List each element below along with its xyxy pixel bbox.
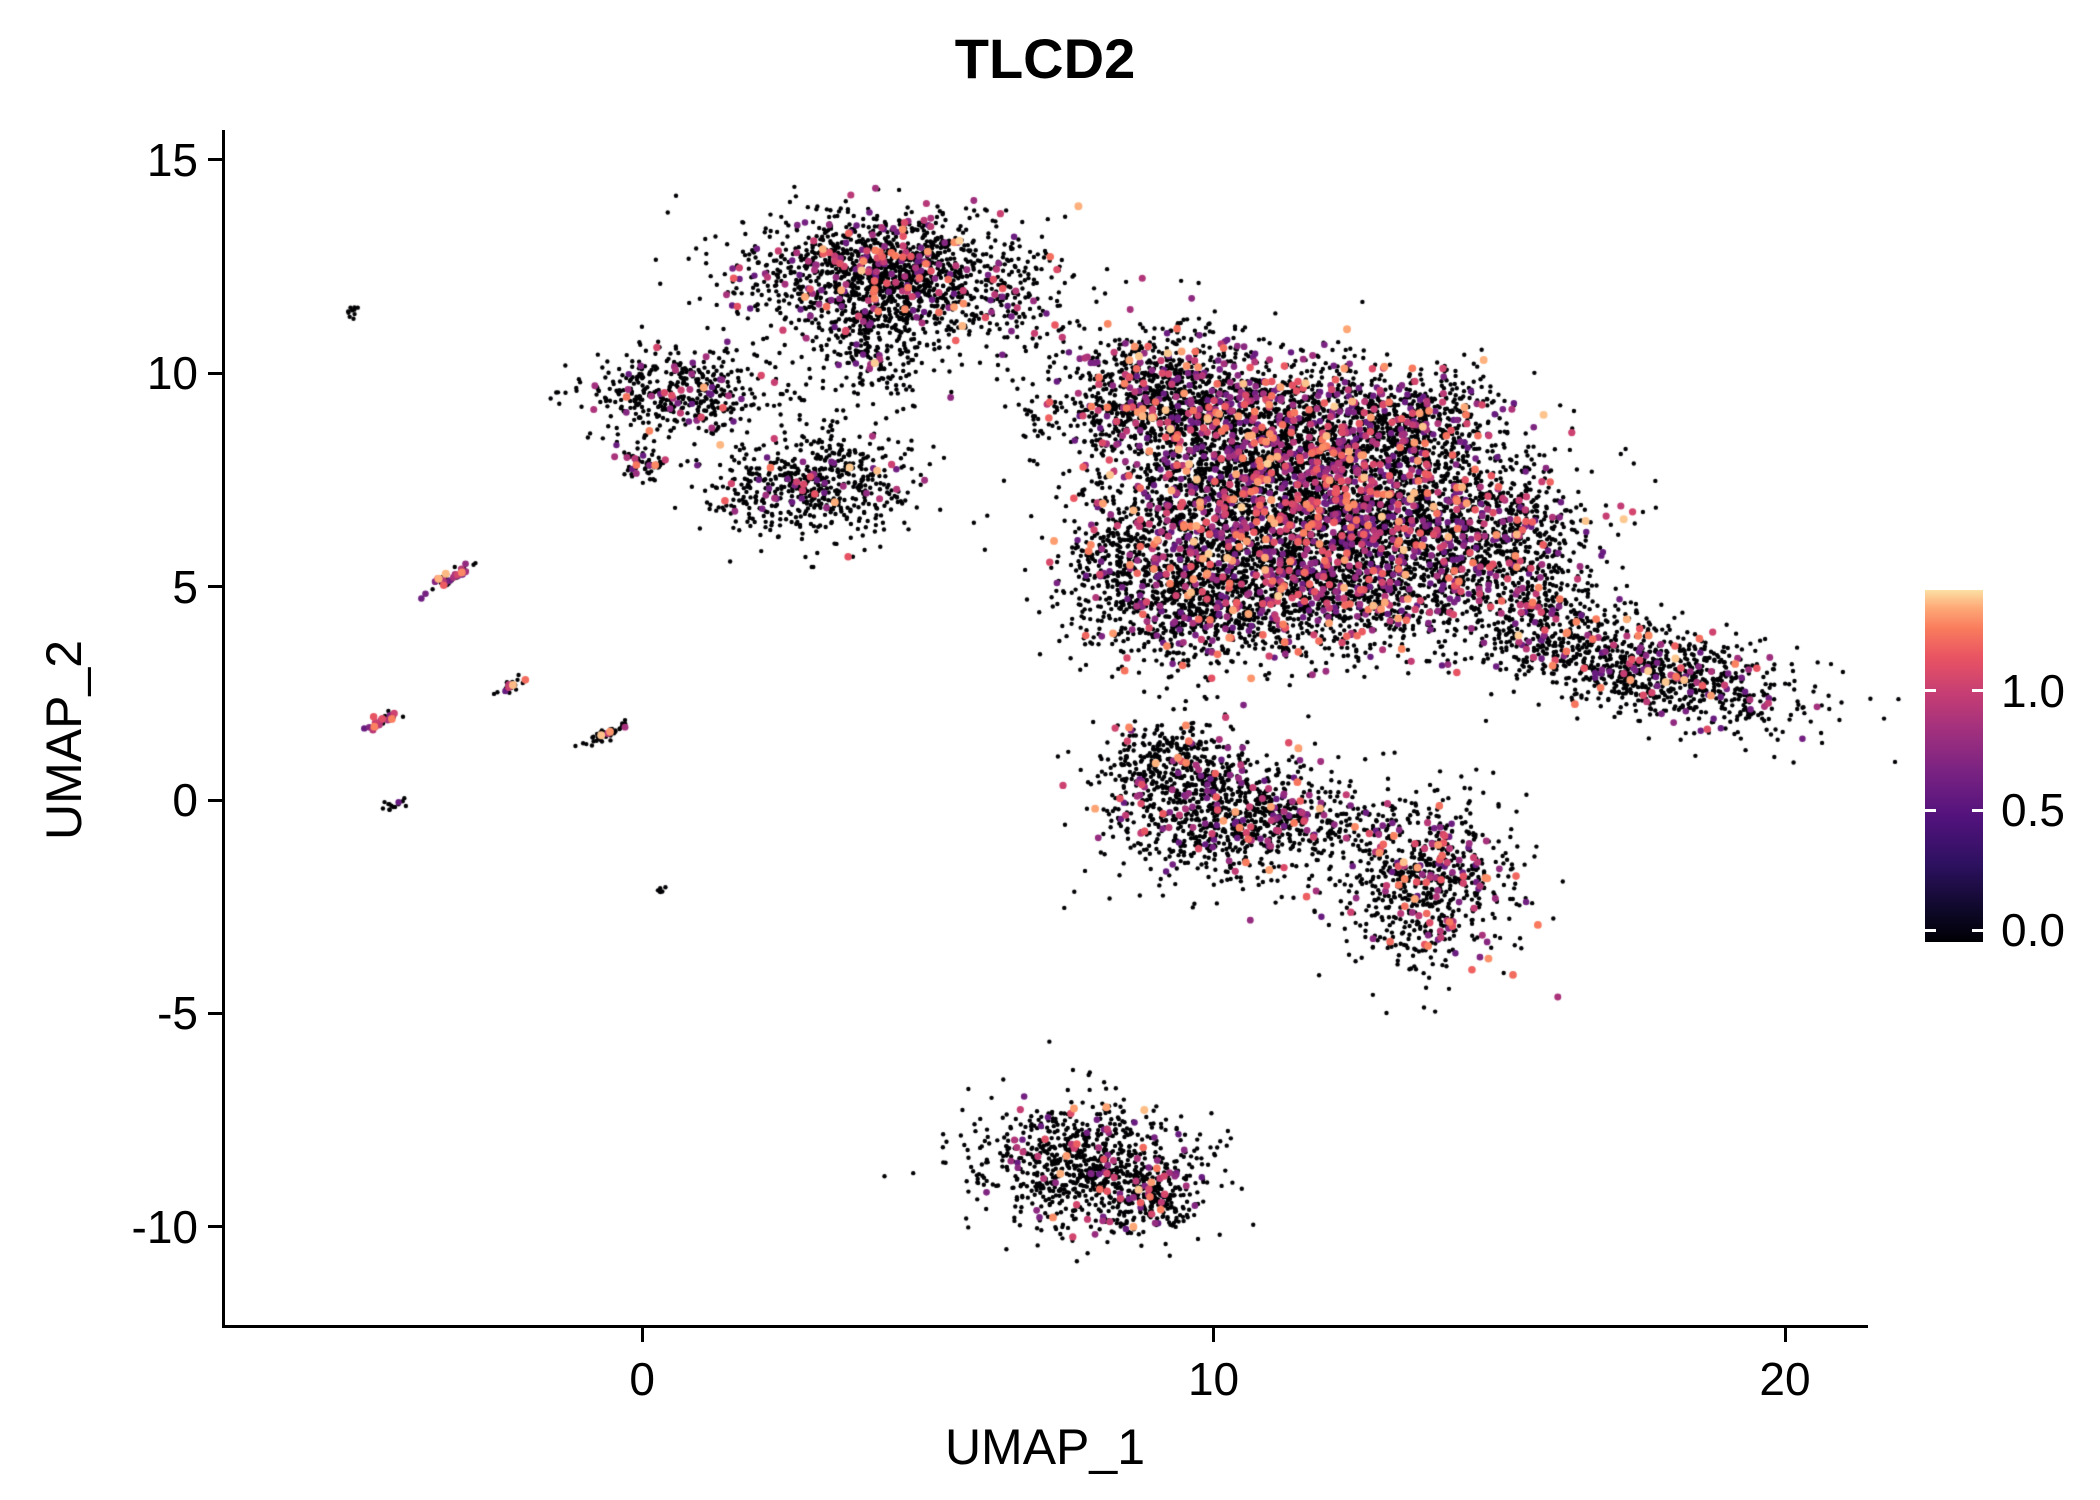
y-tick-mark [208,371,222,375]
y-tick-mark [208,585,222,589]
y-tick-mark [208,1011,222,1015]
colorbar-tick-label: 1.0 [2001,664,2065,717]
x-tick-label: 0 [629,1353,655,1405]
colorbar-tick-mark [1925,928,1936,932]
y-tick-mark [208,158,222,162]
x-tick-label: 10 [1187,1353,1240,1405]
expression-colorbar [1925,590,1983,942]
x-axis-line [222,1325,1868,1328]
y-axis-title: UMAP_2 [36,639,92,841]
colorbar-tick-label: 0.5 [2001,784,2065,837]
plot-title: TLCD2 [954,27,1136,90]
x-tick-mark [1783,1328,1787,1342]
colorbar-tick-label: 0.0 [2001,904,2065,957]
colorbar-tick-mark [1972,808,1983,812]
x-axis-title: UMAP_1 [944,1419,1146,1475]
y-tick-mark [208,798,222,802]
colorbar-tick-mark [1925,808,1936,812]
y-tick-label: -5 [157,987,198,1040]
y-tick-label: -10 [131,1200,198,1253]
colorbar-tick-mark [1925,689,1936,693]
x-tick-mark [1212,1328,1216,1342]
y-tick-label: 10 [146,347,198,400]
y-axis-line [222,130,225,1328]
colorbar-tick-mark [1972,689,1983,693]
colorbar-tick-mark [1972,928,1983,932]
y-tick-label: 0 [172,774,198,827]
y-tick-label: 5 [172,560,198,613]
x-tick-label: 20 [1759,1353,1811,1405]
y-tick-label: 15 [146,133,198,186]
y-tick-mark [208,1225,222,1229]
x-tick-mark [640,1328,644,1342]
